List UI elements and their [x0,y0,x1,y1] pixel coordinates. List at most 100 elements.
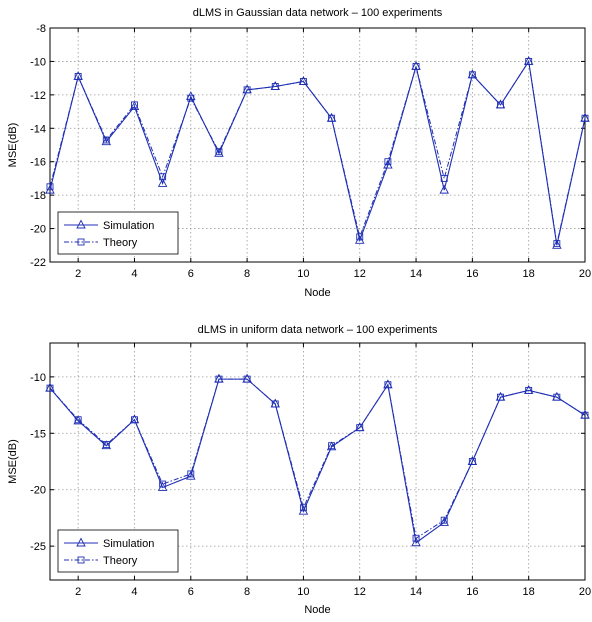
y-tick-label: -20 [30,485,46,497]
series-simulation [45,373,590,547]
chart-1: 2 4 6 8 10 12 14 16 18 20 -22 -20 -18 -16 -14 -12 -10 -8 d… [7,7,591,299]
legend-label-simulation: Simulation [103,220,154,232]
theory-point [131,416,138,424]
theory-point [581,114,589,122]
x-tick-label: 8 [244,268,250,280]
theory-line [49,60,586,244]
simulation-point [439,184,449,194]
theory-point [384,158,392,166]
x-tick-label: 2 [75,586,81,598]
simulation-point [129,101,140,111]
x-tick-label: 16 [466,268,478,280]
legend: Simulation Theory [57,529,179,573]
y-axis-label: MSE(dB) [7,123,19,168]
theory-point [243,86,251,94]
plot-frame [49,342,586,581]
y-tick-label: -8 [36,23,46,35]
simulation-point [552,239,562,249]
theory-point [243,375,251,383]
x-tick-label: 10 [297,586,309,598]
legend-marker-theory [77,238,85,246]
theory-point [412,62,420,70]
x-tick-label: 20 [579,586,591,598]
x-tick-label: 16 [466,586,478,598]
legend-label-theory: Theory [103,237,138,249]
simulation-line [49,378,586,544]
simulation-point [101,136,112,146]
simulation-point [326,441,337,451]
theory-point [74,73,82,80]
x-tick-label: 20 [579,268,591,280]
x-tick-label: 4 [131,586,137,598]
theory-point [159,173,167,181]
theory-point [187,470,195,478]
theory-line [49,378,586,540]
x-tick-label: 14 [410,586,422,598]
legend-marker-simulation [76,219,86,229]
simulation-point [214,147,224,157]
theory-point [356,424,364,432]
y-tick-label: -25 [30,541,46,553]
theory-point [159,480,167,488]
theory-point [328,442,336,450]
chart-title: dLMS in Gaussian data network – 100 expe… [193,7,443,19]
legend-marker-theory [77,556,85,564]
x-tick-label: 12 [354,268,366,280]
x-tick-label: 2 [75,268,81,280]
series-theory [46,57,589,248]
y-tick-label: -12 [30,90,46,102]
legend-label-simulation: Simulation [103,538,154,550]
theory-point [525,386,533,394]
x-axis-label: Node [304,604,330,616]
legend-label-theory: Theory [103,555,138,567]
theory-point [553,393,561,401]
theory-point [46,384,54,392]
y-tick-label: -18 [30,190,46,202]
theory-point [440,174,448,182]
simulation-point [186,470,196,480]
theory-point [525,57,533,65]
simulation-point [73,415,83,425]
theory-point [74,416,82,424]
legend: Simulation Theory [57,211,179,255]
x-tick-label: 10 [297,268,309,280]
theory-point [271,83,279,90]
y-tick-label: -10 [30,56,46,68]
theory-point [215,375,223,383]
simulation-point [101,440,112,450]
theory-point [299,504,307,512]
chart-title: dLMS in uniform data network – 100 exper… [198,324,438,336]
y-tick-label: -14 [30,123,46,135]
theory-point [553,240,561,248]
legend-marker-simulation [76,537,86,547]
x-tick-label: 6 [188,268,194,280]
x-tick-label: 18 [523,586,535,598]
theory-point [102,136,110,144]
theory-point [412,534,420,542]
y-axis-label: MSE(dB) [7,439,19,484]
theory-point [384,381,392,389]
theory-point [440,516,448,524]
y-tick-label: -22 [30,257,46,269]
theory-point [328,114,336,122]
simulation-point [186,91,196,100]
simulation-point [411,537,421,547]
legend-box [57,529,179,573]
theory-point [581,411,589,419]
x-axis-label: Node [304,287,330,299]
y-tick-label: -16 [30,157,46,169]
x-tick-label: 8 [244,586,250,598]
theory-point [356,233,364,241]
theory-point [131,101,138,109]
y-tick-label: -20 [30,224,46,236]
theory-point [271,400,279,408]
x-tick-label: 18 [523,268,535,280]
theory-point [102,441,110,449]
x-tick-label: 6 [188,586,194,598]
theory-point [46,183,54,191]
legend-box [57,211,179,255]
theory-point [187,94,195,102]
theory-point [299,78,307,85]
theory-point [497,393,504,401]
